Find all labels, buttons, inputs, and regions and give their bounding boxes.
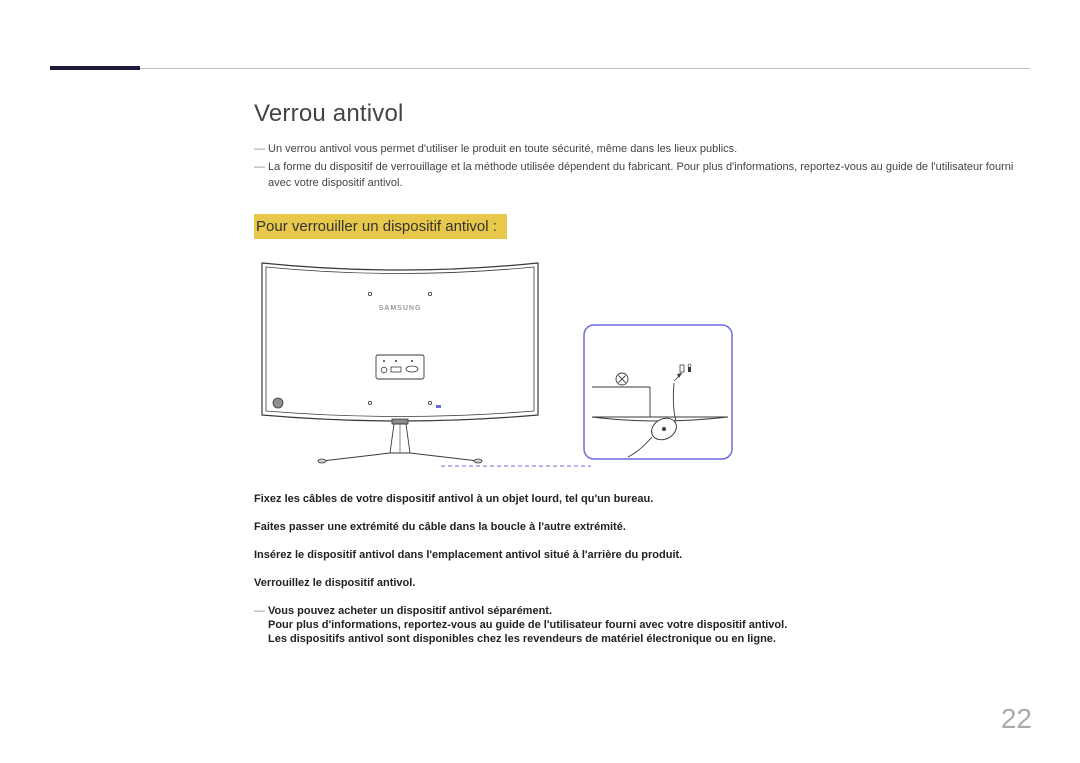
- lock-detail-figure: [580, 257, 740, 467]
- footnote-line: Les dispositifs antivol sont disponibles…: [268, 633, 787, 645]
- rule-accent: [50, 66, 140, 70]
- monitor-rear-figure: SAMSUNG: [254, 257, 546, 467]
- step-item: Insérez le dispositif antivol dans l'emp…: [254, 549, 1030, 561]
- step-item: Fixez les câbles de votre dispositif ant…: [254, 493, 1030, 505]
- figure-area: SAMSUNG: [254, 257, 1030, 467]
- step-item: Verrouillez le dispositif antivol.: [254, 577, 1030, 589]
- subheading-highlight: Pour verrouiller un dispositif antivol :: [254, 214, 507, 239]
- footnote-line: Pour plus d'informations, reportez-vous …: [268, 619, 787, 631]
- monitor-brand-label: SAMSUNG: [379, 305, 422, 312]
- step-item: Faites passer une extrémité du câble dan…: [254, 521, 1030, 533]
- rule-top: [50, 68, 1030, 69]
- footnote-line: Vous pouvez acheter un dispositif antivo…: [268, 605, 787, 617]
- dash-icon: ―: [254, 160, 268, 176]
- note-item: ― La forme du dispositif de verrouillage…: [254, 160, 1030, 192]
- page-heading: Verrou antivol: [254, 100, 1030, 128]
- dash-icon: ―: [254, 142, 268, 158]
- note-item: ― Un verrou antivol vous permet d'utilis…: [254, 142, 1030, 158]
- note-text: La forme du dispositif de verrouillage e…: [268, 160, 1030, 192]
- page-number: 22: [1001, 703, 1032, 735]
- connector-line: [441, 463, 941, 469]
- note-text: Un verrou antivol vous permet d'utiliser…: [268, 142, 737, 158]
- footnote-block: ― Vous pouvez acheter un dispositif anti…: [254, 605, 1030, 647]
- dash-icon: ―: [254, 605, 268, 617]
